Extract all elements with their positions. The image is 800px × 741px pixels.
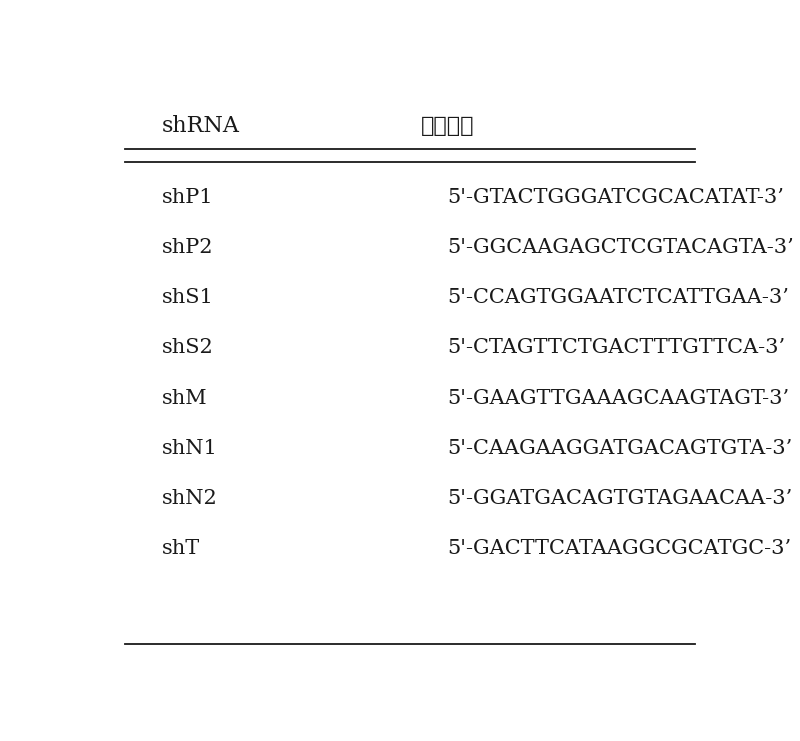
Text: 5'-CTAGTTCTGACTTTGTTCA-3’: 5'-CTAGTTCTGACTTTGTTCA-3’ <box>447 339 786 357</box>
Text: 5'-CCAGTGGAATCTCATTGAA-3’: 5'-CCAGTGGAATCTCATTGAA-3’ <box>447 288 789 308</box>
Text: shM: shM <box>162 389 207 408</box>
Text: shS2: shS2 <box>162 339 214 357</box>
Text: 5'-GGCAAGAGCTCGTACAGTA-3’: 5'-GGCAAGAGCTCGTACAGTA-3’ <box>447 238 794 257</box>
Text: shP2: shP2 <box>162 238 214 257</box>
Text: 5'-CAAGAAGGATGACAGTGTA-3’: 5'-CAAGAAGGATGACAGTGTA-3’ <box>447 439 793 458</box>
Text: 5'-GTACTGGGATCGCACATAT-3’: 5'-GTACTGGGATCGCACATAT-3’ <box>447 187 784 207</box>
Text: shT: shT <box>162 539 200 558</box>
Text: 5'-GAAGTTGAAAGCAAGTAGT-3’: 5'-GAAGTTGAAAGCAAGTAGT-3’ <box>447 389 790 408</box>
Text: shRNA: shRNA <box>162 115 240 137</box>
Text: shN1: shN1 <box>162 439 218 458</box>
Text: 5'-GACTTCATAAGGCGCATGC-3’: 5'-GACTTCATAAGGCGCATGC-3’ <box>447 539 791 558</box>
Text: 靶向序列: 靶向序列 <box>421 116 474 136</box>
Text: shP1: shP1 <box>162 187 214 207</box>
Text: shN2: shN2 <box>162 489 218 508</box>
Text: shS1: shS1 <box>162 288 214 308</box>
Text: 5'-GGATGACAGTGTAGAACAA-3’: 5'-GGATGACAGTGTAGAACAA-3’ <box>447 489 793 508</box>
